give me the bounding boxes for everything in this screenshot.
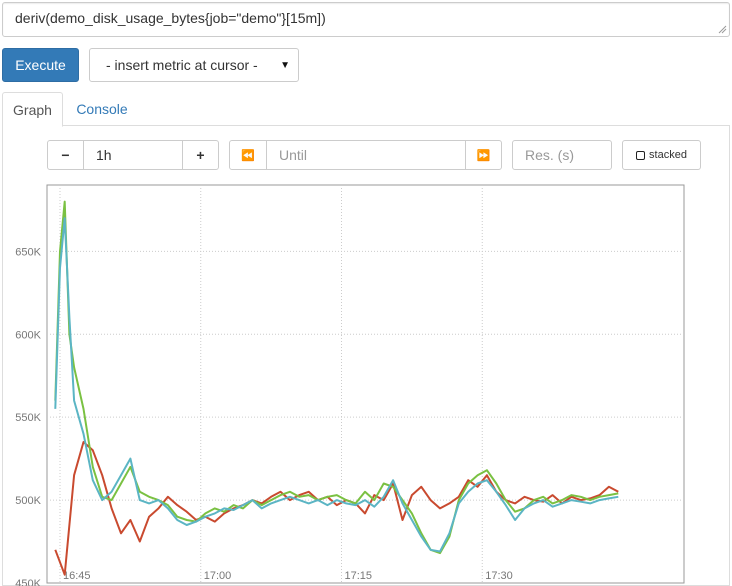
chart-axes: 450K 500K 550K 600K 650K 16:45 17:00 17:15 17:30	[15, 246, 512, 586]
y-tick-label: 450K	[15, 578, 41, 586]
range-input[interactable]: 1h	[83, 140, 183, 170]
insert-metric-select[interactable]: - insert metric at cursor - ▼	[89, 48, 299, 82]
tab-console[interactable]: Console	[76, 101, 128, 117]
series-line-0	[54, 441, 619, 576]
x-tick-label: 16:45	[63, 570, 91, 582]
time-back-button[interactable]: ⏪	[229, 140, 267, 170]
series-line-2	[54, 217, 619, 553]
tab-graph[interactable]: Graph	[2, 92, 63, 127]
fast-forward-icon: ⏩	[476, 149, 491, 162]
plot-frame	[46, 184, 685, 584]
until-input[interactable]: Until	[266, 140, 466, 170]
expression-input[interactable]: deriv(demo_disk_usage_bytes{job="demo"}[…	[2, 2, 730, 37]
range-decrease-button[interactable]: −	[47, 140, 84, 170]
x-tick-label: 17:30	[485, 570, 513, 582]
execute-button[interactable]: Execute	[2, 48, 79, 82]
y-tick-label: 550K	[15, 412, 41, 424]
chart-series	[54, 200, 619, 576]
x-tick-label: 17:00	[204, 570, 232, 582]
resize-grip-icon[interactable]	[718, 25, 727, 34]
tab-bar: Graph Console	[2, 92, 730, 127]
stacked-toggle-button[interactable]: stacked	[622, 140, 701, 170]
caret-down-icon: ▼	[280, 60, 290, 71]
insert-metric-select-label: - insert metric at cursor -	[106, 57, 258, 73]
y-tick-label: 600K	[15, 329, 41, 341]
y-tick-label: 500K	[15, 495, 41, 507]
graph-chart: 450K 500K 550K 600K 650K 16:45 17:00 17:15 17:30	[15, 184, 685, 586]
y-tick-label: 650K	[15, 246, 41, 258]
time-forward-button[interactable]: ⏩	[465, 140, 502, 170]
range-increase-button[interactable]: +	[182, 140, 219, 170]
resolution-input[interactable]: Res. (s)	[512, 140, 612, 170]
chart-grid	[46, 184, 685, 584]
checkbox-icon	[636, 150, 646, 160]
rewind-icon: ⏪	[241, 149, 255, 162]
x-tick-label: 17:15	[345, 570, 373, 582]
stacked-label: stacked	[649, 149, 687, 161]
